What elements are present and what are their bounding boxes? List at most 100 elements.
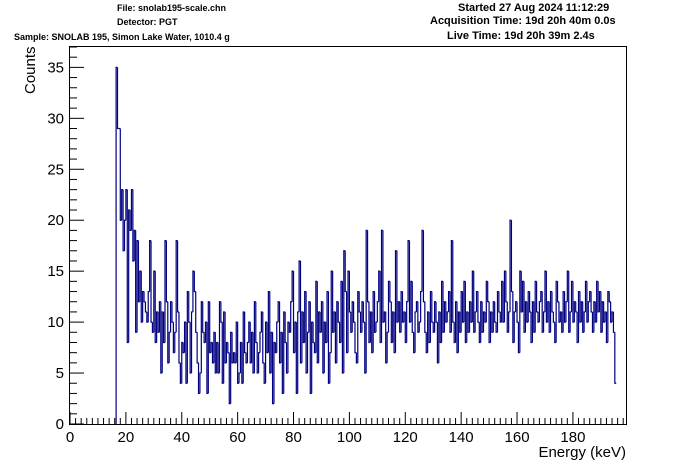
histogram-bin: [376, 301, 379, 323]
histogram-bin: [231, 332, 234, 364]
histogram-bin: [485, 280, 488, 323]
histogram-bin: [224, 311, 227, 364]
live-time-label: Live Time: 19d 20h 39m 2.4s: [447, 30, 595, 42]
histogram-bin: [596, 280, 599, 323]
histogram-bin: [133, 229, 136, 261]
histogram-bin: [278, 301, 281, 364]
histogram-bin: [371, 311, 374, 354]
acquisition-time-label: Acquisition Time: 19d 20h 40m 0.0s: [430, 15, 616, 27]
file-label: File: snolab195-scale.chn: [117, 3, 227, 13]
histogram-bin: [251, 331, 254, 363]
x-tick-label: 20: [118, 429, 135, 446]
histogram-bin: [270, 331, 273, 374]
histogram-bin: [435, 301, 438, 323]
histogram-bin: [244, 311, 247, 354]
histogram-bin: [323, 321, 326, 374]
histogram-bin: [410, 280, 413, 323]
histogram-bin: [294, 321, 297, 353]
histogram-bin: [150, 240, 153, 323]
x-tick-label: 60: [229, 429, 246, 446]
y-tick-label: 15: [47, 263, 64, 280]
histogram-bin: [575, 301, 578, 313]
histogram-bin: [248, 321, 251, 343]
histogram-bin: [204, 321, 207, 343]
histogram-bin: [199, 372, 202, 394]
y-tick-label: 20: [47, 212, 64, 229]
histogram-bin: [329, 352, 332, 384]
histogram-bin: [614, 332, 617, 384]
histogram-bin: [393, 311, 396, 354]
histogram-bin: [178, 311, 181, 364]
histogram-bin: [520, 271, 523, 313]
histogram-bin: [188, 291, 191, 323]
histogram-bin: [174, 331, 177, 353]
histogram-bin: [182, 342, 185, 354]
histogram-bin: [503, 270, 506, 323]
histogram-bin: [334, 311, 337, 364]
histogram-bin: [287, 321, 290, 374]
histogram-bin: [385, 311, 388, 364]
histogram-bin: [284, 311, 287, 344]
histogram-bin: [271, 332, 274, 405]
histogram-bin: [235, 321, 238, 363]
histogram-bin: [424, 301, 427, 333]
x-tick-label: 40: [173, 429, 190, 446]
histogram-bin: [168, 331, 171, 363]
start-time-label: Started 27 Aug 2024 11:12:29: [458, 2, 610, 14]
histogram-bin: [315, 280, 318, 353]
histogram-bin: [347, 270, 350, 353]
histogram-bin: [452, 240, 455, 323]
histogram-bin: [132, 189, 135, 262]
histogram-bin: [555, 280, 558, 343]
histogram-bin: [474, 311, 477, 333]
y-axis-title: Counts: [22, 46, 39, 94]
histogram-bin: [316, 281, 319, 364]
histogram-bin: [228, 352, 231, 405]
histogram-bins: [115, 66, 617, 424]
plot-frame: [69, 46, 627, 425]
histogram-bin: [422, 230, 425, 303]
histogram-bin: [144, 301, 147, 313]
histogram-bin: [608, 291, 611, 303]
y-tick-label: 35: [47, 59, 64, 76]
histogram-bin: [387, 280, 390, 333]
x-axis-title: Energy (keV): [538, 444, 626, 461]
histogram-bin: [498, 291, 501, 313]
y-tick-label: 30: [47, 110, 64, 127]
histogram-bin: [529, 291, 532, 313]
histogram-bin: [425, 332, 428, 354]
histogram-bin: [358, 291, 361, 313]
histogram-bin: [246, 341, 249, 363]
histogram-bin: [153, 270, 156, 333]
histogram-bin: [255, 301, 258, 344]
histogram-bin: [414, 311, 417, 353]
histogram-bin: [436, 322, 439, 364]
histogram-bin: [509, 219, 512, 312]
histogram-bin: [239, 341, 242, 374]
histogram-bin: [516, 301, 519, 323]
histogram-bin: [249, 322, 252, 364]
histogram-bin: [380, 229, 383, 343]
histogram-bin: [337, 301, 340, 323]
histogram-bin: [202, 301, 205, 333]
histogram-bin: [274, 342, 277, 354]
histogram-bin: [220, 301, 223, 323]
histogram-bin: [266, 322, 269, 354]
x-tick-label: 100: [337, 429, 362, 446]
histogram-bin: [590, 291, 593, 313]
histogram-bin: [487, 281, 490, 303]
histogram-bin: [193, 271, 196, 293]
histogram-bin: [196, 332, 199, 364]
histogram-bin: [238, 372, 241, 384]
histogram-bin: [306, 331, 309, 374]
histogram-bin: [362, 301, 365, 323]
histogram-bin: [262, 311, 265, 364]
histogram-bin: [519, 270, 522, 353]
histogram-bin: [234, 352, 237, 364]
histogram-bin: [137, 240, 140, 303]
histogram-bin: [192, 270, 195, 312]
y-tick-label: 10: [47, 314, 64, 331]
histogram-bin: [565, 301, 568, 323]
histogram-bin: [355, 352, 358, 364]
histogram-bin: [440, 280, 443, 343]
